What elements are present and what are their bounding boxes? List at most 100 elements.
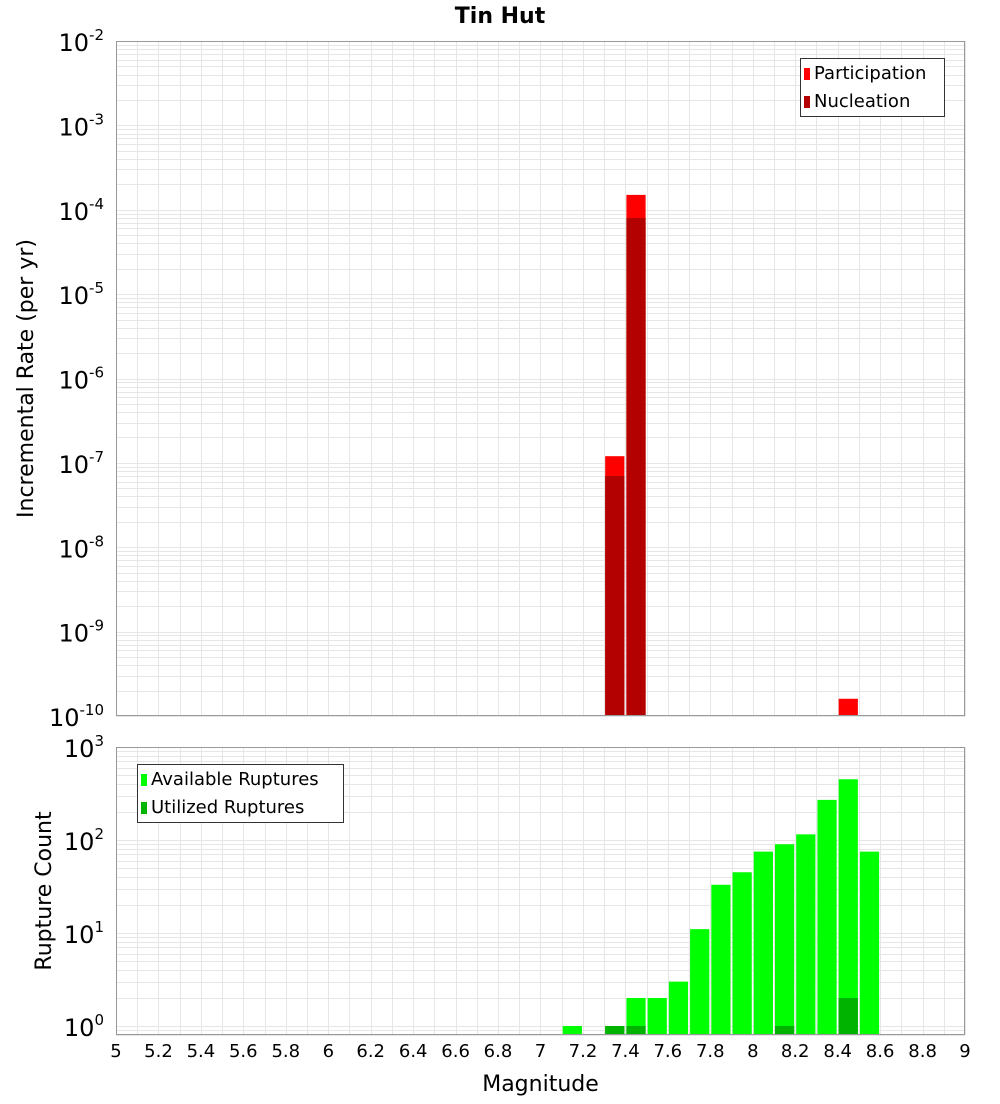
bar xyxy=(796,834,816,1035)
x-tick-label: 6.2 xyxy=(356,1041,385,1062)
bar xyxy=(711,884,731,1035)
y-tick-label: 10-10 xyxy=(49,701,104,732)
bar xyxy=(838,997,858,1035)
y-tick-label: 103 xyxy=(64,732,104,763)
y-tick-base: 10 xyxy=(58,113,89,141)
y-tick-base: 10 xyxy=(58,29,89,57)
y-tick-label: 102 xyxy=(64,825,104,856)
x-tick-label: 8.2 xyxy=(781,1041,810,1062)
bar xyxy=(753,851,773,1035)
x-tick-label: 8.8 xyxy=(908,1041,937,1062)
plot-frame xyxy=(116,747,965,1035)
bar xyxy=(626,217,646,716)
x-tick-label: 6 xyxy=(323,1041,334,1062)
bar xyxy=(605,475,625,716)
legend: Available Ruptures Utilized Ruptures xyxy=(137,764,344,823)
y-tick-label: 10-8 xyxy=(58,532,104,563)
x-tick-label: 8.6 xyxy=(866,1041,895,1062)
legend-swatch xyxy=(141,802,147,814)
x-tick-label: 5.8 xyxy=(271,1041,300,1062)
bar xyxy=(859,851,880,1035)
y-tick-base: 10 xyxy=(58,198,89,226)
bar xyxy=(774,1025,795,1035)
x-tick-label: 7.6 xyxy=(653,1041,682,1062)
bar xyxy=(690,929,710,1035)
y-tick-label: 10-5 xyxy=(58,279,104,310)
y-tick-exponent: -9 xyxy=(89,617,104,635)
y-tick-exponent: -10 xyxy=(80,701,105,719)
y-tick-base: 10 xyxy=(58,535,89,563)
y-tick-label: 10-3 xyxy=(58,110,104,141)
bar xyxy=(838,779,858,1035)
x-axis-label: Magnitude xyxy=(482,1072,599,1097)
y-tick-exponent: -2 xyxy=(89,26,104,44)
series-2 xyxy=(605,217,646,716)
y-tick-exponent: -8 xyxy=(89,532,104,550)
x-tick-label: 7 xyxy=(535,1041,546,1062)
x-tick-label: 9 xyxy=(959,1041,970,1062)
y-tick-label: 100 xyxy=(64,1011,104,1042)
x-tick-label: 7.4 xyxy=(611,1041,640,1062)
bar xyxy=(626,1025,646,1035)
bar xyxy=(647,997,667,1035)
y-tick-base: 10 xyxy=(58,282,89,310)
bar xyxy=(817,799,837,1035)
chart-panel-1: 10-1010-910-810-710-610-510-410-310-2Inc… xyxy=(14,26,966,732)
bar xyxy=(774,844,795,1035)
y-tick-base: 10 xyxy=(64,1014,95,1042)
y-axis-label: Rupture Count xyxy=(32,811,57,971)
series-2 xyxy=(605,997,858,1035)
x-tick-labels: 5 5.2 5.4 5.6 5.8 6 6.2 6.4 6.6 6.8 7 7.2 7.4 7.6 7.8 8… xyxy=(110,1041,970,1062)
y-tick-label: 10-7 xyxy=(58,448,104,479)
legend-label: Nucleation xyxy=(814,91,910,112)
x-tick-label: 7.2 xyxy=(569,1041,598,1062)
y-tick-base: 10 xyxy=(64,828,95,856)
y-tick-exponent: -4 xyxy=(89,195,104,213)
x-tick-label: 5.6 xyxy=(229,1041,258,1062)
bar xyxy=(668,981,689,1035)
y-axis-label: Incremental Rate (per yr) xyxy=(14,239,39,518)
y-tick-exponent: -5 xyxy=(89,279,104,297)
x-tick-label: 5.4 xyxy=(187,1041,216,1062)
y-tick-label: 10-2 xyxy=(58,26,104,57)
x-tick-label: 6.8 xyxy=(484,1041,513,1062)
legend-swatch xyxy=(804,96,810,108)
legend-label: Utilized Ruptures xyxy=(151,797,304,818)
gridlines xyxy=(116,41,966,717)
legend-box xyxy=(137,764,344,823)
y-tick-exponent: 1 xyxy=(94,918,104,936)
y-tick-exponent: 0 xyxy=(94,1011,104,1029)
x-tick-label: 5.2 xyxy=(144,1041,173,1062)
y-tick-exponent: 2 xyxy=(94,825,104,843)
y-tick-exponent: -7 xyxy=(89,448,104,466)
legend-label: Participation xyxy=(814,63,926,84)
y-tick-label: 10-6 xyxy=(58,364,104,395)
y-tick-base: 10 xyxy=(58,620,89,648)
legend: Participation Nucleation xyxy=(800,58,945,117)
x-tick-label: 5 xyxy=(110,1041,121,1062)
x-tick-label: 7.8 xyxy=(696,1041,725,1062)
legend-swatch xyxy=(141,774,147,786)
bar xyxy=(562,1025,582,1035)
x-tick-label: 8.4 xyxy=(823,1041,852,1062)
y-tick-label: 10-9 xyxy=(58,617,104,648)
bar xyxy=(838,698,858,716)
y-tick-base: 10 xyxy=(49,704,80,732)
y-tick-base: 10 xyxy=(58,367,89,395)
y-tick-exponent: -3 xyxy=(89,110,104,128)
legend-label: Available Ruptures xyxy=(151,769,319,790)
series-1 xyxy=(562,779,880,1035)
x-tick-label: 6.6 xyxy=(441,1041,470,1062)
x-tick-label: 8 xyxy=(747,1041,758,1062)
legend-swatch xyxy=(804,68,810,80)
y-tick-base: 10 xyxy=(58,451,89,479)
chart-title: Tin Hut xyxy=(455,4,546,29)
y-tick-exponent: -6 xyxy=(89,364,104,382)
bar xyxy=(732,872,752,1035)
x-tick-label: 6.4 xyxy=(399,1041,428,1062)
y-tick-label: 101 xyxy=(64,918,104,949)
